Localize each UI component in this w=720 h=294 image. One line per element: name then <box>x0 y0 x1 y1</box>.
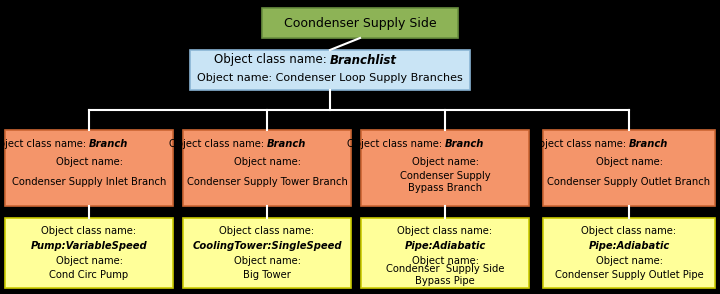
Bar <box>543 130 715 206</box>
Text: Object name:: Object name: <box>412 256 479 266</box>
Text: Condenser Supply Outlet Branch: Condenser Supply Outlet Branch <box>547 177 711 187</box>
Text: Object name:: Object name: <box>55 157 122 167</box>
Bar <box>5 218 173 288</box>
Text: Object class name:: Object class name: <box>0 139 89 149</box>
Text: Object class name:: Object class name: <box>220 226 315 236</box>
Bar <box>361 218 529 288</box>
Text: Object name:: Object name: <box>412 157 479 167</box>
Text: Condenser Supply
Bypass Branch: Condenser Supply Bypass Branch <box>400 171 490 193</box>
Bar <box>262 8 458 38</box>
Text: Pipe:Adiabatic: Pipe:Adiabatic <box>405 241 485 251</box>
Text: Pump:VariableSpeed: Pump:VariableSpeed <box>31 241 148 251</box>
Text: Branch: Branch <box>629 139 668 149</box>
Text: Object class name:: Object class name: <box>42 226 137 236</box>
Text: Object class name:: Object class name: <box>582 226 677 236</box>
Text: Object name:: Object name: <box>55 256 122 266</box>
Text: Object name: Condenser Loop Supply Branches: Object name: Condenser Loop Supply Branc… <box>197 73 463 83</box>
Bar <box>361 130 529 206</box>
Text: Object class name:: Object class name: <box>397 226 492 236</box>
Text: Branch: Branch <box>267 139 307 149</box>
Text: Condenser Supply Outlet Pipe: Condenser Supply Outlet Pipe <box>554 270 703 280</box>
Text: Condenser Supply Inlet Branch: Condenser Supply Inlet Branch <box>12 177 166 187</box>
Text: Object class name:: Object class name: <box>168 139 267 149</box>
Text: Object name:: Object name: <box>595 256 662 266</box>
Text: Object name:: Object name: <box>233 157 300 167</box>
Text: Branch: Branch <box>445 139 485 149</box>
Bar <box>5 130 173 206</box>
Text: Cond Circ Pump: Cond Circ Pump <box>50 270 129 280</box>
Text: CoolingTower:SingleSpeed: CoolingTower:SingleSpeed <box>192 241 342 251</box>
Bar <box>183 130 351 206</box>
Text: Object name:: Object name: <box>595 157 662 167</box>
Text: Condenser  Supply Side
Bypass Pipe: Condenser Supply Side Bypass Pipe <box>386 264 504 286</box>
Text: Pipe:Adiabatic: Pipe:Adiabatic <box>588 241 670 251</box>
Bar <box>183 218 351 288</box>
Text: Object class name:: Object class name: <box>531 139 629 149</box>
Text: Object class name:: Object class name: <box>347 139 445 149</box>
Bar <box>543 218 715 288</box>
Text: Object name:: Object name: <box>233 256 300 266</box>
Text: Big Tower: Big Tower <box>243 270 291 280</box>
Text: Branchlist: Branchlist <box>330 54 397 66</box>
Bar <box>190 50 470 90</box>
Text: Coondenser Supply Side: Coondenser Supply Side <box>284 16 436 29</box>
Text: Object class name:: Object class name: <box>214 54 330 66</box>
Text: Branch: Branch <box>89 139 128 149</box>
Text: Condenser Supply Tower Branch: Condenser Supply Tower Branch <box>186 177 348 187</box>
